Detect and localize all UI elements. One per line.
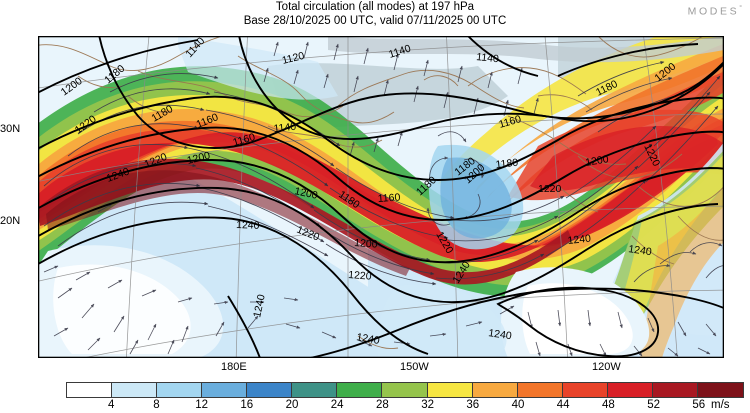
colorbar-cell (67, 383, 113, 397)
svg-text:1240: 1240 (567, 233, 592, 247)
colorbar-cell (247, 383, 293, 397)
colorbar-cell (292, 383, 338, 397)
colorbar-tick-label: 48 (601, 399, 615, 411)
colorbar-tick-label: 44 (556, 399, 570, 411)
colorbar-tick-label: 40 (511, 399, 525, 411)
colorbar-cell (157, 383, 203, 397)
lon-tick-180e: 180E (221, 361, 247, 373)
colorbar-tick-label: 12 (195, 399, 208, 411)
colorbar-cell (562, 383, 608, 397)
svg-text:1240: 1240 (251, 293, 268, 318)
lon-tick-120w: 120W (592, 361, 621, 373)
svg-text:1140: 1140 (476, 51, 500, 65)
colorbar-tick-label: 28 (375, 399, 389, 411)
svg-text:1240: 1240 (236, 219, 260, 232)
svg-text:1200: 1200 (584, 153, 609, 169)
title-line-1: Total circulation (all modes) at 197 hPa (275, 1, 475, 13)
lat-tick-20n: 20N (0, 215, 21, 227)
colorbar-strip (66, 382, 744, 398)
svg-text:1200: 1200 (354, 237, 378, 251)
colorbar: 4 8 12 16 20 24 28 32 36 40 44 48 52 56 m/s (0, 382, 750, 411)
height-contours (38, 36, 724, 358)
colorbar-tick-label: 4 (107, 399, 115, 411)
map-field-layer: 1140 1120 1140 1140 1200 1180 1180 1160 … (38, 36, 724, 358)
svg-text:1200: 1200 (293, 185, 318, 202)
modes-logo: MODES° (688, 5, 742, 18)
colorbar-cell (337, 383, 383, 397)
colorbar-tick-label: 56 (692, 399, 706, 411)
colorbar-cell (697, 383, 743, 397)
svg-text:1180: 1180 (495, 157, 519, 171)
colorbar-tick-label: 52 (647, 399, 660, 411)
svg-text:1140: 1140 (273, 121, 297, 135)
colorbar-ticks: 4 8 12 16 20 24 28 32 36 40 44 48 52 56 (0, 399, 750, 413)
svg-text:1240: 1240 (355, 331, 380, 347)
colorbar-tick-label: 32 (421, 399, 434, 411)
colorbar-cell (112, 383, 158, 397)
colorbar-units: m/s (711, 399, 730, 411)
colorbar-cell (382, 383, 428, 397)
svg-text:1220: 1220 (538, 183, 562, 195)
wind-vectors-weak (43, 41, 724, 357)
coastlines (38, 36, 724, 349)
svg-text:1160: 1160 (377, 191, 401, 205)
colorbar-cell (427, 383, 473, 397)
colorbar-tick-label: 8 (153, 399, 160, 411)
chart-title: Total circulation (all modes) at 197 hPa… (0, 1, 750, 28)
lon-tick-150w: 150W (400, 361, 429, 373)
brand-text: MODES (687, 5, 740, 18)
colorbar-tick-label: 24 (330, 399, 344, 411)
svg-text:1120: 1120 (281, 50, 306, 67)
svg-text:1240: 1240 (488, 327, 513, 342)
brand-mark: ° (739, 5, 742, 12)
colorbar-cell (607, 383, 653, 397)
lat-tick-30n: 30N (0, 123, 21, 135)
title-line-2: Base 28/10/2025 00 UTC, valid 07/11/2025… (243, 14, 507, 27)
map-panel: 1140 1120 1140 1140 1200 1180 1180 1160 … (38, 36, 724, 358)
colorbar-tick-label: 36 (466, 399, 480, 411)
colorbar-tick-label: 16 (240, 399, 254, 411)
colorbar-cell (472, 383, 518, 397)
colorbar-cell (517, 383, 563, 397)
svg-text:1240: 1240 (628, 243, 653, 258)
svg-text:1220: 1220 (348, 269, 372, 283)
colorbar-cell (202, 383, 248, 397)
colorbar-tick-label: 20 (285, 399, 299, 411)
svg-text:1200: 1200 (186, 150, 212, 167)
colorbar-cell (652, 383, 698, 397)
